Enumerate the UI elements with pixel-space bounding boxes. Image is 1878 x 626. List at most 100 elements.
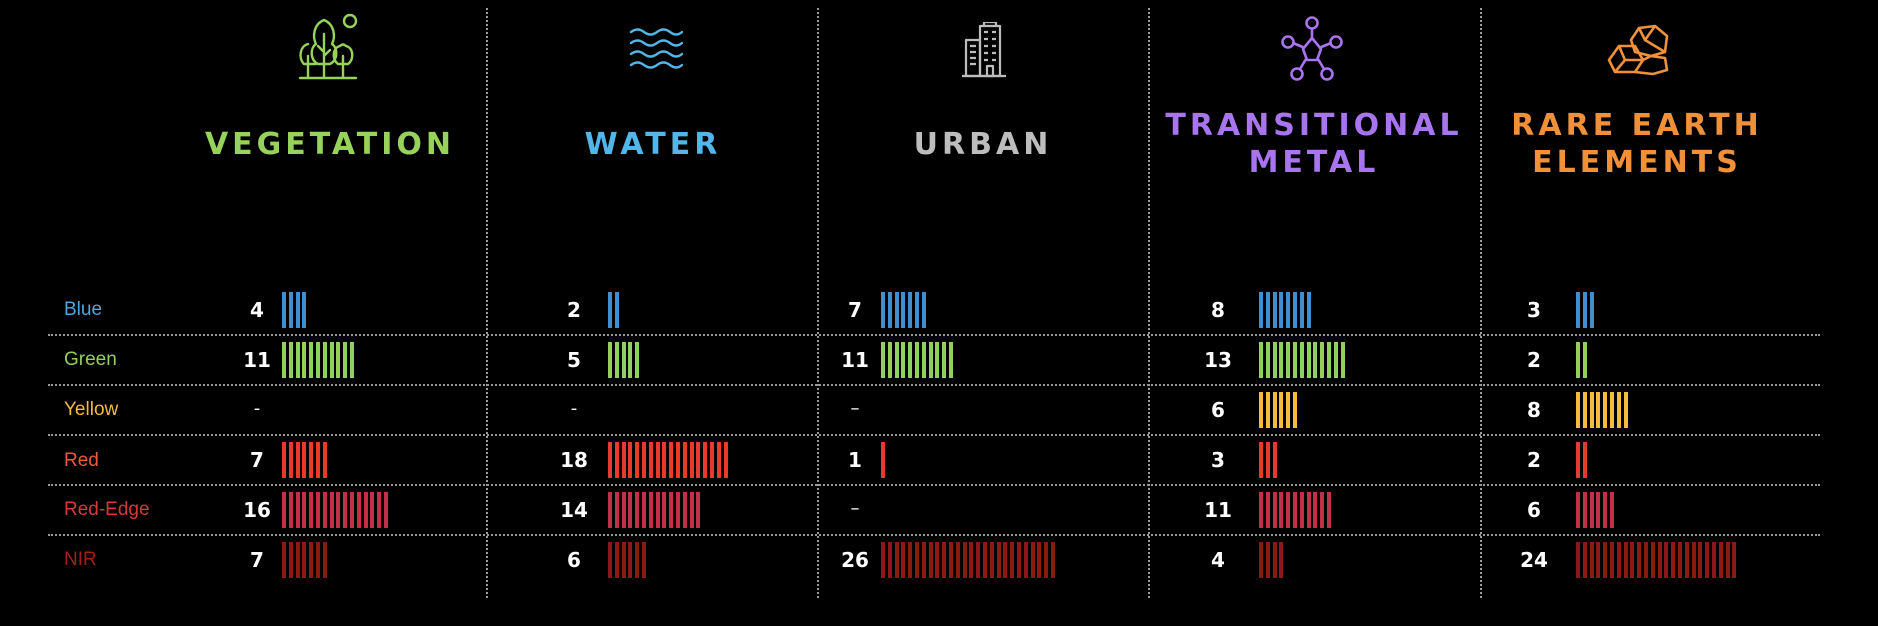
tally-bar-urban-nir	[1051, 542, 1055, 578]
tally-bar-urban-nir	[1030, 542, 1035, 578]
tally-bar-urban-nir	[915, 542, 919, 578]
tally-bar-transitional-metal-blue	[1299, 292, 1304, 328]
column-divider	[1480, 8, 1482, 598]
category-title-rare-earth-elements: RARE EARTH ELEMENTS	[1511, 108, 1763, 180]
tally-bar-urban-blue	[894, 292, 899, 328]
tally-bar-water-red	[614, 442, 619, 478]
tally-bar-vegetation-red-edge	[295, 492, 300, 528]
category-title-vegetation: VEGETATION	[204, 127, 456, 162]
tally-bar-vegetation-green	[288, 342, 293, 378]
tally-bar-transitional-metal-red-edge	[1327, 492, 1331, 528]
tally-bar-rare-earth-elements-yellow	[1623, 392, 1628, 428]
count-vegetation-green: 11	[243, 348, 271, 372]
tally-bar-transitional-metal-yellow	[1265, 392, 1270, 428]
tally-bar-urban-nir	[1017, 542, 1021, 578]
column-divider	[486, 8, 488, 598]
tally-bar-urban-blue	[921, 292, 926, 328]
tally-bar-transitional-metal-green	[1333, 342, 1338, 378]
tally-bar-urban-nir	[942, 542, 947, 578]
tally-bar-transitional-metal-red	[1265, 442, 1270, 478]
tally-bar-water-green	[621, 342, 626, 378]
tally-bar-water-red-edge	[682, 492, 687, 528]
tally-bar-urban-blue	[901, 292, 906, 328]
tally-bar-transitional-metal-nir	[1265, 542, 1270, 578]
tally-bar-transitional-metal-green	[1259, 342, 1263, 378]
tally-bar-water-red-edge	[669, 492, 674, 528]
column-divider	[1148, 8, 1150, 598]
tally-bar-water-nir	[642, 542, 646, 578]
count-urban-blue: 7	[848, 298, 862, 322]
count-transitional-metal-blue: 8	[1211, 298, 1225, 322]
tally-bar-rare-earth-elements-nir	[1576, 542, 1580, 578]
tally-bar-urban-nir	[962, 542, 967, 578]
tally-bar-rare-earth-elements-nir	[1678, 542, 1682, 578]
tally-bar-rare-earth-elements-nir	[1589, 542, 1594, 578]
tally-bar-rare-earth-elements-nir	[1705, 542, 1710, 578]
tally-bar-vegetation-red-edge	[329, 492, 334, 528]
tally-bar-water-red-edge	[655, 492, 660, 528]
tally-bar-water-green	[628, 342, 633, 378]
column-divider	[817, 8, 819, 598]
tally-bar-vegetation-red	[316, 442, 320, 478]
tally-bar-water-nir	[628, 542, 633, 578]
tally-bar-water-red-edge	[608, 492, 612, 528]
tally-bar-water-blue	[608, 292, 612, 328]
tally-bar-rare-earth-elements-nir	[1610, 542, 1614, 578]
category-title-water: WATER	[584, 127, 722, 162]
tally-bar-urban-green	[935, 342, 940, 378]
tally-bar-water-blue	[614, 292, 619, 328]
tally-bar-urban-blue	[881, 292, 885, 328]
count-urban-red-edge: –	[850, 498, 860, 519]
tally-bar-urban-nir	[935, 542, 940, 578]
tally-bar-vegetation-green	[329, 342, 334, 378]
count-rare-earth-elements-yellow: 8	[1527, 398, 1541, 422]
row-divider	[48, 484, 1820, 486]
count-transitional-metal-yellow: 6	[1211, 398, 1225, 422]
row-divider	[48, 434, 1820, 436]
band-label-green: Green	[64, 349, 117, 370]
tally-bar-transitional-metal-red	[1259, 442, 1263, 478]
tally-bar-transitional-metal-nir	[1279, 542, 1284, 578]
tally-bar-rare-earth-elements-nir	[1582, 542, 1587, 578]
count-transitional-metal-green: 13	[1204, 348, 1232, 372]
count-rare-earth-elements-red-edge: 6	[1527, 498, 1541, 522]
waves-icon	[629, 28, 683, 69]
count-rare-earth-elements-green: 2	[1527, 348, 1541, 372]
count-water-green: 5	[567, 348, 581, 372]
band-label-red: Red	[64, 450, 99, 471]
tally-bar-vegetation-nir	[282, 542, 286, 578]
tally-bar-water-red	[635, 442, 640, 478]
tally-bar-water-red	[621, 442, 626, 478]
tally-bar-vegetation-red-edge	[370, 492, 375, 528]
tally-bar-water-red	[723, 442, 728, 478]
band-label-yellow: Yellow	[64, 399, 119, 420]
tally-bar-rare-earth-elements-nir	[1637, 542, 1642, 578]
tally-bar-rare-earth-elements-nir	[1630, 542, 1635, 578]
tally-bar-water-red-edge	[676, 492, 680, 528]
tally-bar-rare-earth-elements-yellow	[1610, 392, 1614, 428]
tally-bar-vegetation-green	[309, 342, 314, 378]
tally-bar-vegetation-green	[336, 342, 341, 378]
tally-bar-vegetation-red-edge	[322, 492, 327, 528]
tally-bar-vegetation-red-edge	[356, 492, 361, 528]
tally-bar-transitional-metal-yellow	[1286, 392, 1291, 428]
tally-bar-transitional-metal-red-edge	[1293, 492, 1297, 528]
count-water-blue: 2	[567, 298, 581, 322]
tally-bar-rare-earth-elements-yellow	[1596, 392, 1601, 428]
tally-bar-rare-earth-elements-nir	[1725, 542, 1730, 578]
tally-bar-rare-earth-elements-green	[1576, 342, 1580, 378]
tally-bar-vegetation-red	[282, 442, 286, 478]
tally-bar-rare-earth-elements-nir	[1712, 542, 1716, 578]
count-vegetation-red-edge: 16	[243, 498, 271, 522]
tally-bar-urban-nir	[1003, 542, 1008, 578]
tally-bar-vegetation-red-edge	[302, 492, 307, 528]
row-divider	[48, 384, 1820, 386]
tally-bar-water-nir	[608, 542, 612, 578]
tally-bar-rare-earth-elements-yellow	[1582, 392, 1587, 428]
tally-bar-transitional-metal-green	[1272, 342, 1277, 378]
tally-bar-vegetation-red-edge	[343, 492, 348, 528]
tally-bar-vegetation-green	[322, 342, 327, 378]
tally-bar-rare-earth-elements-nir	[1698, 542, 1703, 578]
tally-bar-vegetation-red-edge	[350, 492, 354, 528]
count-vegetation-yellow: -	[253, 398, 261, 419]
